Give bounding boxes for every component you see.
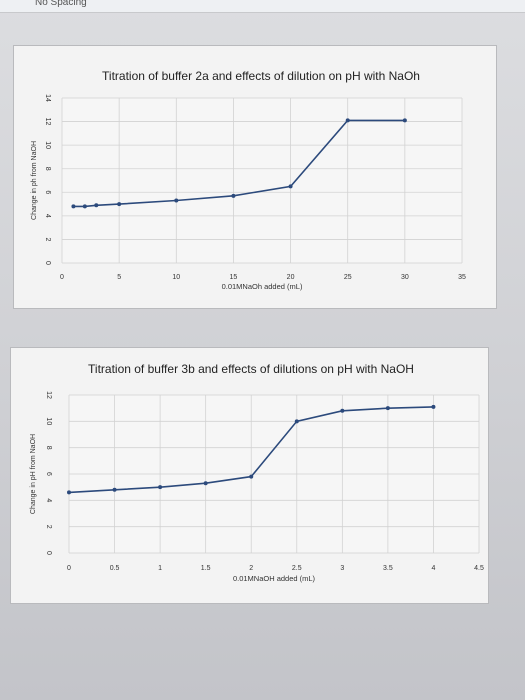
plot-area <box>62 98 462 263</box>
data-point <box>231 193 236 198</box>
data-point <box>112 487 117 492</box>
y-axis-label: Change in ph from NaOH <box>31 141 38 220</box>
chart-buffer-3b: Titration of buffer 3b and effects of di… <box>30 362 484 583</box>
data-point <box>431 404 436 409</box>
data-point <box>82 204 87 209</box>
x-tick-label: 30 <box>401 274 409 281</box>
x-tick-label: 5 <box>117 274 121 281</box>
y-axis-label: Change in pH from NaOH <box>30 434 37 514</box>
data-point <box>288 184 293 189</box>
y-tick-label: 2 <box>45 525 52 529</box>
x-axis-label: 0.01MNaOH added (mL) <box>233 574 316 583</box>
data-point <box>203 481 208 486</box>
data-point <box>94 203 99 208</box>
data-point <box>249 474 254 479</box>
chart-buffer-2a: Titration of buffer 2a and effects of di… <box>31 69 466 291</box>
data-point <box>117 202 122 207</box>
data-point <box>294 419 299 424</box>
x-axis-label: 0.01MNaOh added (mL) <box>222 282 303 291</box>
x-tick-label: 4 <box>431 565 435 572</box>
chart-panel-buffer-3b: Titration of buffer 3b and effects of di… <box>10 347 489 604</box>
x-tick-label: 3.5 <box>383 565 393 572</box>
data-point <box>402 118 407 123</box>
x-tick-label: 0.5 <box>110 565 120 572</box>
x-tick-label: 1.5 <box>201 565 211 572</box>
data-point <box>71 204 76 209</box>
y-tick-label: 0 <box>45 551 52 555</box>
x-tick-label: 4.5 <box>474 565 484 572</box>
y-tick-label: 14 <box>44 94 51 102</box>
y-tick-label: 6 <box>44 190 51 194</box>
data-point <box>385 406 390 411</box>
y-tick-label: 10 <box>45 417 52 425</box>
style-name-fragment: No Spacing <box>35 0 87 8</box>
y-tick-label: 4 <box>45 498 52 502</box>
x-tick-label: 3 <box>340 565 344 572</box>
y-tick-label: 12 <box>44 118 51 126</box>
y-tick-label: 6 <box>45 472 52 476</box>
chart-title: Titration of buffer 2a and effects of di… <box>102 69 420 83</box>
y-tick-label: 12 <box>45 391 52 399</box>
x-tick-label: 1 <box>158 565 162 572</box>
x-tick-label: 0 <box>67 565 71 572</box>
data-point <box>67 490 71 495</box>
y-tick-label: 0 <box>44 261 51 265</box>
x-tick-label: 35 <box>458 274 466 281</box>
y-tick-label: 4 <box>44 214 51 218</box>
y-tick-label: 2 <box>44 237 51 241</box>
data-point <box>345 118 350 123</box>
x-tick-label: 20 <box>287 274 295 281</box>
x-tick-label: 10 <box>172 274 180 281</box>
x-tick-label: 15 <box>230 274 238 281</box>
data-point <box>174 198 179 203</box>
x-tick-label: 25 <box>344 274 352 281</box>
y-tick-label: 8 <box>44 167 51 171</box>
x-tick-label: 2.5 <box>292 565 302 572</box>
x-tick-label: 2 <box>249 565 253 572</box>
data-point <box>158 485 163 490</box>
chart-panel-buffer-2a: Titration of buffer 2a and effects of di… <box>13 45 497 309</box>
chart-title: Titration of buffer 3b and effects of di… <box>88 362 414 376</box>
y-tick-label: 8 <box>45 446 52 450</box>
document-page-top-strip: No Spacing <box>0 0 525 13</box>
data-point <box>340 408 345 413</box>
y-tick-label: 10 <box>44 141 51 149</box>
x-tick-label: 0 <box>60 274 64 281</box>
